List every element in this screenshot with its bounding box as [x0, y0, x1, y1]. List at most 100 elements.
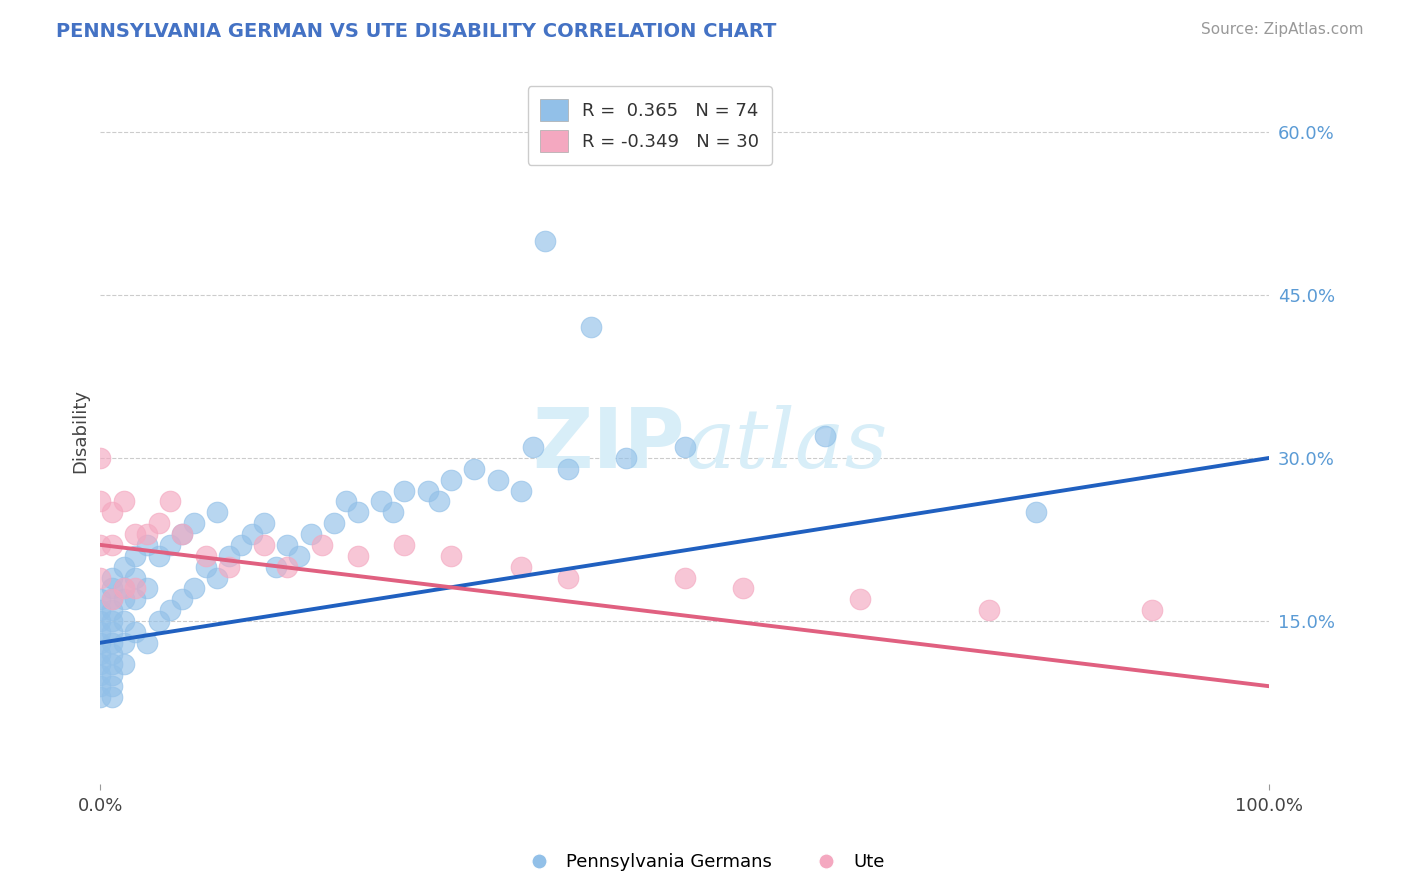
Point [394, 483, 416, 498]
Point [194, 559, 217, 574]
Point [486, 473, 509, 487]
Point [101, 690, 124, 704]
Point [89, 538, 111, 552]
Point [112, 614, 135, 628]
Point [89, 636, 111, 650]
Point [89, 668, 111, 682]
Point [522, 440, 544, 454]
Point [673, 570, 696, 584]
Point [427, 494, 450, 508]
Point [1024, 505, 1046, 519]
Point [124, 527, 146, 541]
Point [194, 549, 217, 563]
Point [977, 603, 1000, 617]
Point [335, 494, 357, 508]
Point [101, 592, 124, 607]
Text: atlas: atlas [685, 405, 887, 485]
Point [207, 570, 229, 584]
Y-axis label: Disability: Disability [72, 389, 89, 473]
Point [89, 657, 111, 672]
Point [207, 505, 229, 519]
Point [89, 690, 111, 704]
Point [311, 538, 333, 552]
Point [89, 494, 111, 508]
Point [148, 549, 170, 563]
Point [89, 450, 111, 465]
Point [124, 582, 146, 596]
Text: ZIP: ZIP [533, 404, 685, 485]
Point [89, 592, 111, 607]
Point [253, 516, 276, 530]
Point [733, 582, 755, 596]
Point [112, 582, 135, 596]
Point [533, 234, 555, 248]
Point [510, 483, 533, 498]
Point [148, 516, 170, 530]
Point [101, 603, 124, 617]
Point [218, 559, 240, 574]
Point [218, 549, 240, 563]
Point [253, 538, 276, 552]
Point [136, 527, 159, 541]
Point [288, 549, 311, 563]
Point [136, 636, 159, 650]
Point [276, 559, 298, 574]
Point [463, 462, 485, 476]
Point [101, 538, 124, 552]
Point [89, 570, 111, 584]
Point [159, 494, 181, 508]
Point [101, 679, 124, 693]
Point [89, 647, 111, 661]
Point [849, 592, 872, 607]
Point [229, 538, 252, 552]
Point [346, 549, 368, 563]
Point [370, 494, 392, 508]
Point [616, 450, 638, 465]
Point [183, 582, 205, 596]
Point [101, 582, 124, 596]
Point [557, 462, 579, 476]
Point [89, 624, 111, 639]
Point [673, 440, 696, 454]
Point [124, 624, 146, 639]
Point [264, 559, 287, 574]
Point [101, 614, 124, 628]
Point [112, 657, 135, 672]
Point [416, 483, 439, 498]
Point [172, 592, 194, 607]
Point [101, 647, 124, 661]
Point [124, 570, 146, 584]
Point [510, 559, 533, 574]
Point [136, 582, 159, 596]
Point [440, 473, 463, 487]
Point [814, 429, 837, 443]
Point [101, 570, 124, 584]
Point [112, 636, 135, 650]
Point [323, 516, 346, 530]
Point [101, 505, 124, 519]
Point [112, 494, 135, 508]
Text: Source: ZipAtlas.com: Source: ZipAtlas.com [1201, 22, 1364, 37]
Point [112, 559, 135, 574]
Point [89, 679, 111, 693]
Text: PENNSYLVANIA GERMAN VS UTE DISABILITY CORRELATION CHART: PENNSYLVANIA GERMAN VS UTE DISABILITY CO… [56, 22, 776, 41]
Point [183, 516, 205, 530]
Point [346, 505, 368, 519]
Point [440, 549, 463, 563]
Point [1142, 603, 1164, 617]
Point [394, 538, 416, 552]
Point [124, 549, 146, 563]
Point [101, 668, 124, 682]
Point [381, 505, 404, 519]
Point [276, 538, 298, 552]
Point [112, 592, 135, 607]
Point [112, 582, 135, 596]
Point [172, 527, 194, 541]
Point [581, 320, 603, 334]
Point [159, 603, 181, 617]
Legend: R =  0.365   N = 74, R = -0.349   N = 30: R = 0.365 N = 74, R = -0.349 N = 30 [527, 87, 772, 165]
Point [89, 614, 111, 628]
Point [172, 527, 194, 541]
Point [124, 592, 146, 607]
Legend: Pennsylvania Germans, Ute: Pennsylvania Germans, Ute [515, 847, 891, 879]
